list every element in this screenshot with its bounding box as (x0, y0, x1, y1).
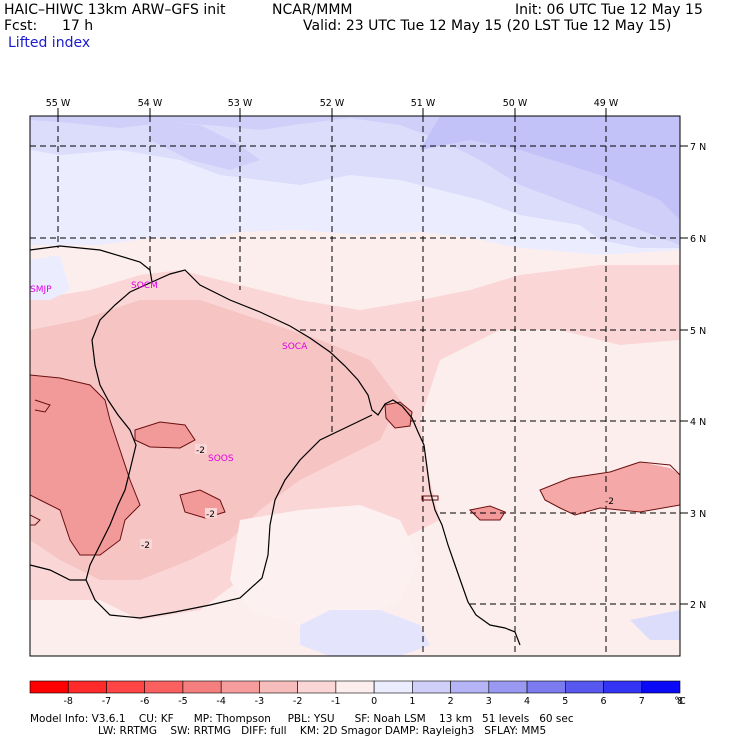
model-info-line1: Model Info: V3.6.1 CU: KF MP: Thompson P… (30, 713, 574, 725)
colorbar-swatch (450, 680, 490, 694)
stable-patch-smjp (30, 255, 70, 300)
colorbar-tick-label: 2 (448, 696, 454, 707)
fcst-value: 17 h (62, 18, 94, 34)
graticule (30, 116, 680, 656)
lat-label: 2 N (690, 600, 706, 611)
station-soca: SOCA (282, 342, 308, 352)
lon-label: 55 W (46, 98, 71, 109)
lat-labels: 7 N 6 N 5 N 4 N 3 N 2 N (690, 142, 706, 611)
colorbar-swatch (67, 680, 107, 694)
coastline-borders (30, 245, 521, 646)
stable-patch-n (150, 120, 260, 170)
station-labels: SMJP SOCM SOCA SOOS (30, 281, 308, 464)
contour-value-labels: -2 -2 -2 -2 (140, 444, 616, 551)
instability-pocket-offshore (470, 506, 505, 520)
lat-label: 5 N (690, 326, 706, 337)
colorbar-tick-label: -4 (216, 696, 225, 707)
colorbar-tick-label: -1 (331, 696, 340, 707)
colorbar-swatch (259, 680, 298, 694)
fcst-label: Fcst: (4, 18, 38, 34)
colorbar-tick-label: -2 (293, 696, 302, 707)
pale-southeast (500, 590, 680, 656)
station-smjp: SMJP (30, 285, 52, 295)
stable-patch-ne (420, 116, 680, 220)
contour-label: -2 (605, 497, 614, 507)
colorbar-tick-label: -8 (63, 696, 72, 707)
lat-label: 6 N (690, 234, 706, 245)
colorbar-swatch (144, 680, 184, 694)
station-socm: SOCM (131, 281, 158, 291)
colorbar-swatch (412, 680, 451, 694)
instability-pocket-coast (385, 402, 412, 428)
stable-patch-south (300, 610, 430, 656)
colorbar-swatch (526, 680, 566, 694)
colorbar-tick-label: 0 (371, 696, 377, 707)
lon-label: 54 W (138, 98, 163, 109)
lat-label: 3 N (690, 509, 706, 520)
colorbar-tick-label: 3 (486, 696, 492, 707)
colorbar-swatch (182, 680, 222, 694)
instability-pocket-west (30, 375, 140, 555)
lon-labels: 55 W 54 W 53 W 52 W 51 W 50 W 49 W (46, 98, 619, 109)
init-time: Init: 06 UTC Tue 12 May 15 (515, 2, 703, 18)
map-frame (29, 115, 681, 657)
colorbar-swatch (641, 680, 681, 694)
colorbar-swatch (488, 680, 528, 694)
lat-label: 7 N (690, 142, 706, 153)
lat-label: 4 N (690, 417, 706, 428)
pale-south (230, 505, 420, 625)
station-soos: SOOS (208, 454, 234, 464)
model-title: HAIC–HIWC 13km ARW–GFS init (4, 2, 226, 18)
contour-label: -2 (196, 446, 205, 456)
colorbar-swatch (603, 680, 643, 694)
lon-label: 49 W (594, 98, 619, 109)
color-scale-bar: -8 -7 -6 -5 -4 -3 -2 -1 0 1 2 3 4 5 6 7 8°C (29, 680, 686, 707)
colorbar-tick-label: -6 (140, 696, 149, 707)
instability-pocket-soos-n (135, 422, 195, 448)
contour-label: -2 (141, 541, 150, 551)
colorbar-tick-label: 6 (601, 696, 607, 707)
colorbar-tick-label: 7 (639, 696, 645, 707)
contour-label: -2 (206, 510, 215, 520)
colorbar-tick-label: 8 (677, 696, 683, 707)
lifted-index-field (30, 116, 680, 656)
colorbar-swatch (29, 680, 69, 694)
axis-ticks (57, 108, 688, 605)
valid-time: Valid: 23 UTC Tue 12 May 15 (20 LST Tue … (303, 18, 672, 34)
colorbar-tick-label: 5 (562, 696, 568, 707)
lon-label: 50 W (503, 98, 528, 109)
lon-label: 51 W (411, 98, 436, 109)
colorbar-tick-label: -3 (255, 696, 264, 707)
colorbar-swatch (106, 680, 146, 694)
colorbar-swatch (335, 680, 375, 694)
field-name: Lifted index (8, 35, 91, 51)
colorbar-swatch (564, 680, 604, 694)
colorbar-swatch (297, 680, 337, 694)
lon-label: 53 W (228, 98, 253, 109)
colorbar-swatch (373, 680, 413, 694)
org-label: NCAR/MMM (272, 2, 353, 18)
stable-patch-se (630, 610, 680, 640)
contour-lines (30, 374, 680, 556)
colorbar-tick-label: 4 (524, 696, 530, 707)
instability-pocket-east (540, 462, 680, 515)
colorbar-tick-label: -7 (102, 696, 111, 707)
lon-label: 52 W (320, 98, 345, 109)
colorbar-swatch (220, 680, 260, 694)
colorbar-tick-label: 1 (409, 696, 415, 707)
colorbar-unit: °C (674, 696, 686, 707)
colorbar-tick-label: -5 (178, 696, 187, 707)
model-info-line2: LW: RRTMG SW: RRTMG DIFF: full KM: 2D Sm… (98, 725, 547, 737)
